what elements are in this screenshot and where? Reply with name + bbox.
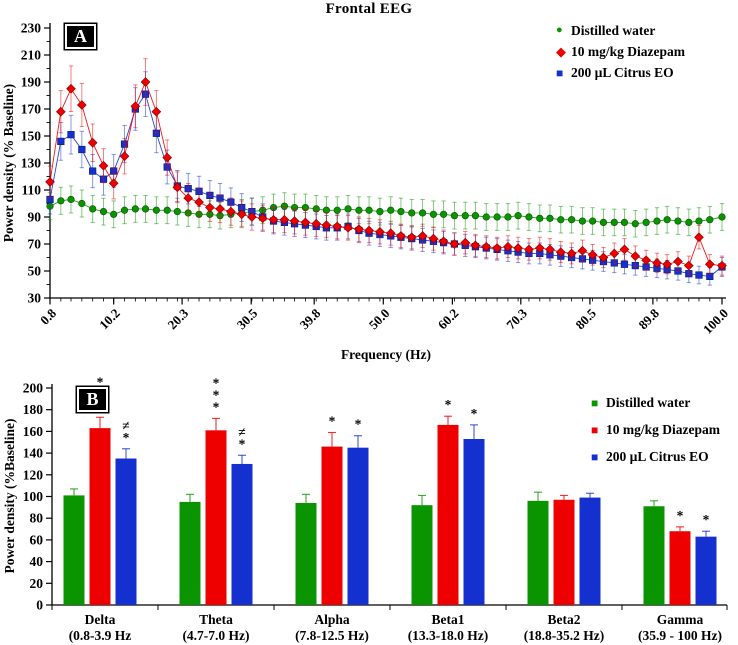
- svg-text:80.5: 80.5: [572, 305, 599, 332]
- svg-text:230: 230: [21, 21, 42, 36]
- svg-text:160: 160: [23, 424, 44, 439]
- svg-text:*: *: [677, 508, 684, 523]
- svg-text:50.0: 50.0: [366, 306, 393, 333]
- svg-text:Power density (% Baseline): Power density (% Baseline): [1, 84, 16, 242]
- legend-item-diazepam: ◆ 10 mg/kg Diazepam: [556, 41, 685, 62]
- svg-text:100: 100: [23, 489, 44, 504]
- svg-text:20: 20: [30, 576, 44, 591]
- square-swatch-icon: ■: [591, 422, 599, 437]
- svg-text:Alpha: Alpha: [314, 612, 350, 627]
- legend-item-water: ● Distilled water: [556, 20, 685, 41]
- svg-text:200: 200: [23, 381, 44, 396]
- legend-label: 10 mg/kg Diazepam: [571, 43, 685, 59]
- svg-text:Power density (%Baseline): Power density (%Baseline): [2, 419, 17, 574]
- svg-text:*: *: [213, 387, 220, 402]
- legend-label: Distilled water: [571, 22, 656, 38]
- svg-text:*: *: [445, 397, 452, 412]
- svg-text:*: *: [329, 413, 336, 428]
- svg-text:170: 170: [21, 102, 42, 117]
- svg-text:90: 90: [28, 210, 42, 225]
- svg-text:110: 110: [21, 183, 41, 198]
- svg-text:30.5: 30.5: [234, 305, 261, 332]
- svg-text:(0.8-3.9 Hz: (0.8-3.9 Hz: [69, 628, 132, 643]
- svg-text:60: 60: [30, 532, 44, 547]
- svg-text:*: *: [213, 399, 220, 414]
- svg-text:30: 30: [28, 291, 42, 306]
- svg-text:(35.9 - 100 Hz): (35.9 - 100 Hz): [638, 628, 722, 643]
- svg-text:0: 0: [36, 598, 43, 613]
- svg-text:130: 130: [21, 156, 42, 171]
- legend-item-diazepam: ■ 10 mg/kg Diazepam: [591, 416, 720, 443]
- svg-text:*: *: [355, 417, 362, 432]
- svg-text:Theta: Theta: [199, 612, 233, 627]
- legend-label: 10 mg/kg Diazepam: [606, 421, 720, 437]
- svg-text:Gamma: Gamma: [657, 612, 704, 627]
- legend-item-water: ■ Distilled water: [591, 389, 720, 416]
- svg-text:*: *: [97, 375, 104, 389]
- svg-text:≠: ≠: [238, 424, 245, 439]
- svg-text:210: 210: [21, 48, 42, 63]
- svg-text:150: 150: [21, 129, 42, 144]
- panel-a-label: A: [67, 26, 94, 47]
- square-swatch-icon: ■: [591, 395, 599, 410]
- svg-text:190: 190: [21, 75, 42, 90]
- legend-item-citrus: ■ 200 µL Citrus EO: [591, 443, 720, 470]
- svg-text:80: 80: [30, 511, 44, 526]
- svg-text:*: *: [239, 436, 246, 451]
- svg-text:*: *: [471, 406, 478, 421]
- svg-text:100.0: 100.0: [700, 306, 731, 337]
- svg-text:60.2: 60.2: [435, 306, 462, 333]
- panel-a-legend: ● Distilled water ◆ 10 mg/kg Diazepam ■ …: [556, 20, 685, 83]
- band-power-bar-chart: 0 20 40 60 80 100 120 140 160 180 200 Power density…: [2, 375, 728, 643]
- svg-text:Beta1: Beta1: [432, 612, 465, 627]
- square-swatch-icon: ■: [591, 449, 599, 464]
- svg-text:20.3: 20.3: [165, 305, 192, 332]
- svg-text:40: 40: [30, 554, 44, 569]
- svg-text:50: 50: [28, 264, 42, 279]
- svg-text:0.8: 0.8: [37, 305, 59, 327]
- svg-text:Delta: Delta: [85, 612, 116, 627]
- svg-text:*: *: [703, 512, 710, 527]
- diamond-marker-icon: ◆: [556, 44, 566, 59]
- legend-item-citrus: ■ 200 µL Citrus EO: [556, 62, 685, 83]
- frontal-eeg-line-chart: 30 50 70 90 110 130 150 170 190 210 230 0.8 10.2 20.3…: [1, 21, 731, 363]
- square-marker-icon: ■: [556, 65, 564, 80]
- legend-label: 200 µL Citrus EO: [606, 448, 709, 464]
- circle-marker-icon: ●: [556, 24, 563, 36]
- svg-text:*: *: [213, 375, 220, 390]
- svg-text:Frequency (Hz): Frequency (Hz): [341, 347, 431, 362]
- svg-text:89.8: 89.8: [635, 305, 662, 332]
- svg-text:10.2: 10.2: [96, 306, 123, 333]
- legend-label: 200 µL Citrus EO: [571, 64, 674, 80]
- svg-text:140: 140: [23, 446, 44, 461]
- svg-text:39.8: 39.8: [297, 305, 324, 332]
- svg-text:70.3: 70.3: [503, 305, 530, 332]
- svg-text:180: 180: [23, 402, 44, 417]
- svg-text:*: *: [123, 430, 130, 445]
- svg-text:120: 120: [23, 467, 44, 482]
- figure-title: Frontal EEG: [325, 1, 413, 17]
- svg-text:(13.3-18.0 Hz): (13.3-18.0 Hz): [408, 628, 489, 643]
- svg-text:≠: ≠: [122, 418, 129, 433]
- svg-text:(7.8-12.5 Hz): (7.8-12.5 Hz): [295, 628, 369, 643]
- panel-b-legend: ■ Distilled water ■ 10 mg/kg Diazepam ■ …: [591, 389, 720, 470]
- legend-label: Distilled water: [606, 394, 691, 410]
- svg-text:Beta2: Beta2: [548, 612, 581, 627]
- svg-text:70: 70: [28, 237, 42, 252]
- panel-b-label: B: [79, 389, 106, 410]
- svg-text:(4.7-7.0 Hz): (4.7-7.0 Hz): [182, 628, 249, 643]
- svg-text:(18.8-35.2 Hz): (18.8-35.2 Hz): [524, 628, 605, 643]
